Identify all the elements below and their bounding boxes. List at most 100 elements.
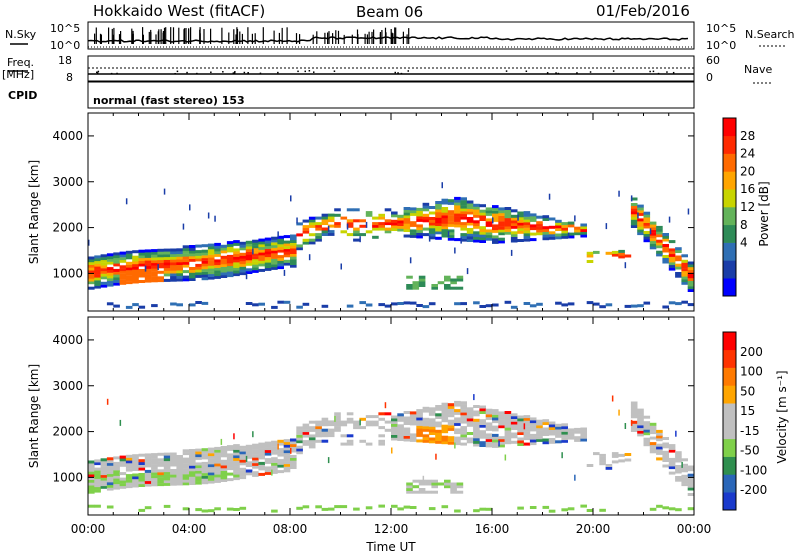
velocity-cell bbox=[271, 462, 278, 466]
velocity-cell bbox=[574, 427, 581, 431]
power-cell bbox=[119, 268, 127, 272]
velocity-cell bbox=[94, 467, 101, 471]
velocity-cell bbox=[416, 411, 423, 415]
velocity-cell bbox=[100, 469, 108, 473]
velocity-cell bbox=[283, 452, 291, 456]
power-cell bbox=[643, 233, 651, 237]
velocity-cell bbox=[321, 431, 329, 435]
velocity-cell bbox=[119, 477, 127, 481]
power-cell bbox=[88, 259, 95, 263]
power-cell bbox=[397, 223, 404, 226]
power-cell bbox=[176, 253, 183, 257]
power-cell bbox=[207, 268, 215, 272]
power-cell bbox=[510, 231, 518, 235]
power-cell bbox=[561, 235, 568, 239]
power-cell bbox=[119, 281, 127, 285]
power-cell bbox=[125, 256, 133, 260]
power-cell bbox=[561, 230, 568, 234]
velocity-cell bbox=[397, 416, 404, 419]
velocity-cell bbox=[170, 460, 177, 464]
power-cell bbox=[88, 273, 95, 276]
power-cell bbox=[668, 253, 676, 257]
power-cell bbox=[656, 253, 663, 257]
power-cell bbox=[189, 247, 196, 251]
power-cell bbox=[409, 234, 417, 238]
velocity-cell bbox=[397, 507, 404, 511]
velocity-cell bbox=[239, 459, 247, 463]
power-cell bbox=[681, 254, 688, 258]
power-cell bbox=[214, 259, 221, 263]
power-cell bbox=[189, 250, 196, 254]
power-cell bbox=[618, 255, 625, 259]
velocity-cell bbox=[290, 438, 297, 442]
power-cell bbox=[182, 245, 190, 249]
nave-dot bbox=[116, 72, 118, 75]
velocity-cell bbox=[460, 442, 467, 446]
power-cell bbox=[189, 245, 196, 248]
power-cell bbox=[687, 272, 695, 276]
velocity-cell bbox=[406, 485, 413, 489]
power-cell bbox=[611, 250, 619, 254]
velocity-cell bbox=[517, 437, 524, 441]
power-cell bbox=[106, 283, 114, 287]
velocity-cell bbox=[220, 468, 228, 471]
power-cell bbox=[378, 213, 385, 217]
power-cell bbox=[113, 257, 120, 261]
power-cell bbox=[157, 262, 164, 266]
velocity-cell bbox=[321, 417, 329, 421]
velocity-cell bbox=[450, 490, 457, 494]
power-cell bbox=[466, 208, 474, 212]
velocity-cell bbox=[473, 421, 480, 425]
power-cell bbox=[277, 249, 284, 253]
power-cell bbox=[523, 235, 531, 239]
velocity-cell bbox=[422, 434, 430, 438]
power-cell bbox=[441, 209, 449, 213]
power-cell bbox=[353, 227, 360, 231]
power-cell bbox=[466, 222, 474, 226]
velocity-cell bbox=[391, 418, 398, 422]
velocity-cell bbox=[441, 441, 449, 445]
power-cell bbox=[687, 280, 695, 284]
velocity-cell bbox=[88, 463, 95, 467]
power-cell bbox=[687, 286, 695, 290]
velocity-cell bbox=[384, 412, 392, 416]
velocity-cell bbox=[189, 479, 196, 483]
velocity-cell bbox=[599, 456, 606, 460]
power-cell bbox=[252, 247, 259, 251]
velocity-cell bbox=[561, 452, 563, 459]
power-cell bbox=[125, 261, 133, 265]
velocity-cell bbox=[138, 453, 146, 457]
velocity-cell bbox=[504, 416, 512, 420]
power-cell bbox=[473, 212, 480, 215]
power-cell bbox=[277, 263, 284, 267]
velocity-cell bbox=[378, 504, 385, 508]
nsky-strip-data bbox=[87, 27, 694, 48]
power-cell bbox=[220, 266, 228, 270]
power-cell bbox=[479, 237, 486, 241]
power-cell bbox=[100, 254, 108, 258]
power-cell bbox=[403, 220, 411, 224]
velocity-cell bbox=[687, 482, 695, 485]
power-cell bbox=[106, 269, 114, 273]
velocity-cell bbox=[195, 451, 202, 455]
velocity-cell bbox=[321, 428, 329, 432]
velocity-cell bbox=[277, 450, 284, 454]
velocity-cell bbox=[207, 466, 215, 470]
velocity-cell bbox=[643, 424, 651, 427]
power-cell bbox=[536, 223, 543, 227]
velocity-cell bbox=[340, 505, 348, 509]
power-cell bbox=[290, 245, 297, 249]
power-cell bbox=[125, 267, 133, 271]
power-cell bbox=[132, 266, 139, 270]
power-cell bbox=[580, 226, 587, 230]
power-cell bbox=[498, 215, 505, 219]
velocity-cell bbox=[498, 419, 505, 423]
power-cell bbox=[662, 260, 669, 264]
power-cell bbox=[94, 269, 101, 273]
velocity-cell bbox=[264, 444, 272, 448]
power-cell bbox=[245, 243, 253, 247]
velocity-cell bbox=[555, 440, 562, 444]
velocity-cell bbox=[447, 411, 455, 415]
velocity-cell bbox=[315, 505, 322, 509]
velocity-cell bbox=[675, 467, 682, 471]
